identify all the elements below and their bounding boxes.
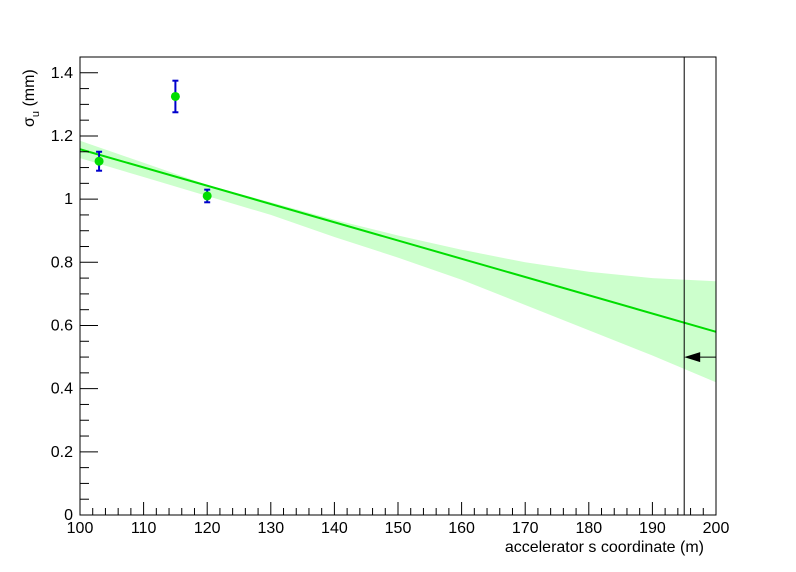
x-tick-label: 140 [321,520,348,537]
x-axis-tick-labels: 100 110 120 130 140 150 160 170 180 190 200 [67,520,730,537]
y-axis-ticks [80,56,98,516]
data-point-marker [94,156,104,166]
y-axis-title: σu (mm) [21,69,42,127]
y-tick-label: 1.4 [51,65,73,82]
y-axis-title-symbol: σ [21,117,38,127]
x-tick-label: 130 [257,520,284,537]
y-tick-label: 0.8 [51,254,73,271]
y-tick-label: 0.4 [51,381,73,398]
data-point [202,188,212,204]
fit-confidence-band [80,140,716,383]
y-axis-title-unit: (mm) [21,69,38,111]
x-tick-label: 150 [385,520,412,537]
x-tick-label: 160 [448,520,475,537]
x-tick-label: 200 [703,520,730,537]
x-tick-label: 110 [131,520,157,537]
data-point [94,150,104,172]
fit-line [79,148,717,333]
points-layer [94,79,212,204]
y-tick-label: 1.2 [51,128,73,145]
y-tick-label: 1 [64,191,73,208]
y-tick-label: 0 [64,507,73,524]
data-point-marker [202,191,212,201]
y-axis-tick-labels: 0 0.2 0.4 0.6 0.8 1 1.2 1.4 [51,65,73,524]
data-point-marker [170,91,180,101]
marker-layer [683,57,716,515]
x-tick-label: 180 [575,520,602,537]
x-axis-ticks [79,502,717,515]
data-point [170,79,180,114]
arrow-marker-head [684,352,701,363]
y-tick-label: 0.6 [51,317,73,334]
x-tick-label: 190 [639,520,666,537]
x-tick-label: 120 [194,520,221,537]
x-axis-title: accelerator s coordinate (m) [505,539,704,556]
y-tick-label: 0.2 [51,444,73,461]
fit-band-layer [80,140,716,383]
x-tick-label: 100 [67,520,94,537]
y-axis-title-subscript: u [30,111,42,117]
fit-line-layer [79,148,717,333]
x-tick-label: 170 [512,520,539,537]
